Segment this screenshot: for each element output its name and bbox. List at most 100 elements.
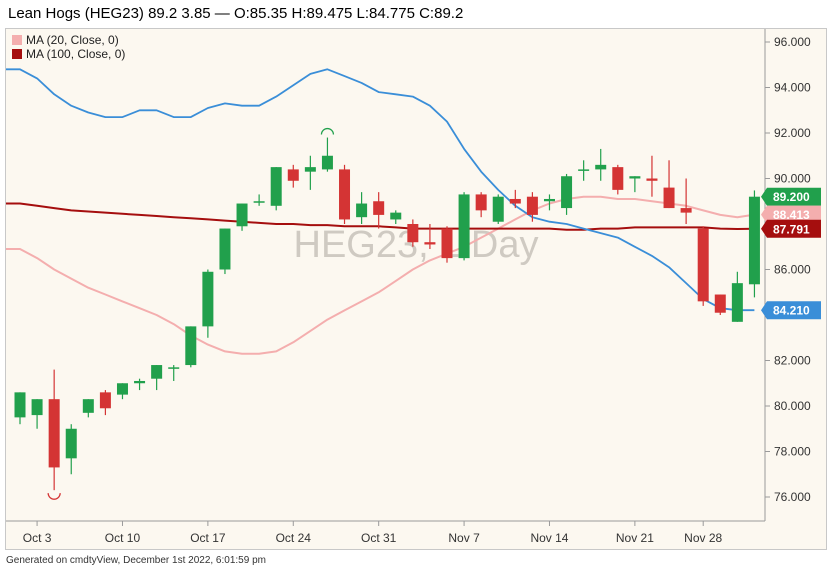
x-tick-label: Oct 17 (190, 531, 226, 545)
candle-down[interactable] (424, 224, 436, 250)
candle-down[interactable] (509, 189, 521, 209)
value-label-text: 89.200 (773, 190, 810, 204)
candle-body (697, 228, 709, 302)
candle-up[interactable] (458, 192, 470, 261)
ma100-swatch (12, 49, 22, 59)
candle-up[interactable] (270, 167, 282, 211)
candle-up[interactable] (151, 365, 163, 391)
legend-ma100[interactable]: MA (100, Close, 0) (12, 47, 125, 61)
x-tick-label: Oct 24 (276, 531, 312, 545)
candle-body (714, 294, 726, 313)
candle-up[interactable] (304, 155, 316, 190)
candle-body (31, 399, 43, 416)
y-tick-label: 94.000 (774, 81, 811, 95)
x-tick-label: Nov 21 (616, 531, 654, 545)
candle-up[interactable] (321, 137, 333, 172)
high-marker (320, 127, 335, 135)
candle-body (321, 155, 333, 170)
candle-up[interactable] (731, 271, 743, 322)
candle-body (82, 399, 94, 413)
candle-body (253, 201, 265, 203)
candle-body (168, 367, 180, 369)
legend-ma20[interactable]: MA (20, Close, 0) (12, 33, 119, 47)
candle-body (458, 194, 470, 259)
chart-title: Lean Hogs (HEG23) 89.2 3.85 — O:85.35 H:… (8, 5, 464, 22)
candle-up[interactable] (356, 192, 368, 224)
blue-line (6, 68, 755, 312)
candle-up[interactable] (116, 383, 128, 400)
candle-down[interactable] (612, 164, 624, 195)
candle-up[interactable] (595, 148, 607, 181)
candle-up[interactable] (134, 378, 146, 391)
chart-area[interactable]: HEG23, 1 Day 96.00094.00092.00090.00088.… (5, 28, 827, 550)
value-label-bg (761, 205, 821, 224)
candle-up[interactable] (253, 194, 265, 206)
candle-body (424, 242, 436, 245)
candle-up[interactable] (390, 210, 402, 224)
candle-body (287, 169, 299, 181)
candle-body (99, 392, 111, 409)
x-tick-label: Nov 7 (448, 531, 480, 545)
y-tick-label: 96.000 (774, 35, 811, 49)
candle-up[interactable] (578, 160, 590, 181)
candle-up[interactable] (561, 173, 573, 215)
candle-down[interactable] (526, 192, 538, 222)
candle-up[interactable] (219, 228, 231, 275)
x-tick-label: Oct 31 (361, 531, 397, 545)
candle-body (561, 176, 573, 209)
candle-body (65, 428, 77, 459)
candle-down[interactable] (475, 192, 487, 218)
candle-down[interactable] (99, 390, 111, 416)
candle-body (219, 228, 231, 270)
candle-down[interactable] (48, 369, 60, 491)
candle-down[interactable] (407, 219, 419, 247)
candle-up[interactable] (543, 194, 555, 211)
candle-body (14, 392, 26, 418)
candle-body (356, 203, 368, 218)
candle-down[interactable] (441, 226, 453, 263)
candle-body (629, 176, 641, 179)
candle-down[interactable] (646, 155, 658, 197)
x-tick-label: Nov 28 (684, 531, 722, 545)
candle-up[interactable] (14, 392, 26, 425)
candle-body (116, 383, 128, 395)
candle-up[interactable] (748, 190, 760, 298)
value-label-text: 88.413 (773, 208, 810, 222)
candle-up[interactable] (492, 194, 504, 224)
y-tick-label: 76.000 (774, 490, 811, 504)
y-tick-label: 90.000 (774, 172, 811, 186)
candle-body (134, 380, 146, 384)
candle-body (526, 196, 538, 215)
price-chart[interactable]: HEG23, 1 Day 96.00094.00092.00090.00088.… (6, 29, 827, 550)
candle-body (185, 326, 197, 366)
y-axis-panel (765, 29, 826, 549)
blue-value-label: 84.210 (761, 301, 821, 320)
candle-down[interactable] (663, 160, 675, 209)
candle-down[interactable] (697, 226, 709, 306)
candle-body (270, 167, 282, 206)
candle-down[interactable] (714, 294, 726, 315)
ma20-swatch (12, 35, 22, 45)
candle-up[interactable] (629, 176, 641, 193)
candle-up[interactable] (65, 424, 77, 475)
candle-down[interactable] (373, 192, 385, 229)
candle-body (202, 271, 214, 327)
candle-down[interactable] (287, 164, 299, 188)
candle-body (304, 167, 316, 172)
candle-down[interactable] (680, 178, 692, 225)
y-tick-label: 82.000 (774, 354, 811, 368)
candle-body (543, 198, 555, 202)
candle-down[interactable] (339, 164, 351, 224)
value-label-text: 84.210 (773, 304, 810, 318)
y-tick-label: 86.000 (774, 263, 811, 277)
candle-up[interactable] (185, 326, 197, 368)
x-tick-label: Nov 14 (530, 531, 568, 545)
candle-up[interactable] (202, 269, 214, 338)
candle-up[interactable] (31, 399, 43, 429)
candle-body (151, 365, 163, 379)
candle-body (748, 196, 760, 285)
candle-up[interactable] (236, 203, 248, 231)
candle-up[interactable] (168, 365, 180, 381)
candle-up[interactable] (82, 399, 94, 418)
candle-body (646, 178, 658, 181)
